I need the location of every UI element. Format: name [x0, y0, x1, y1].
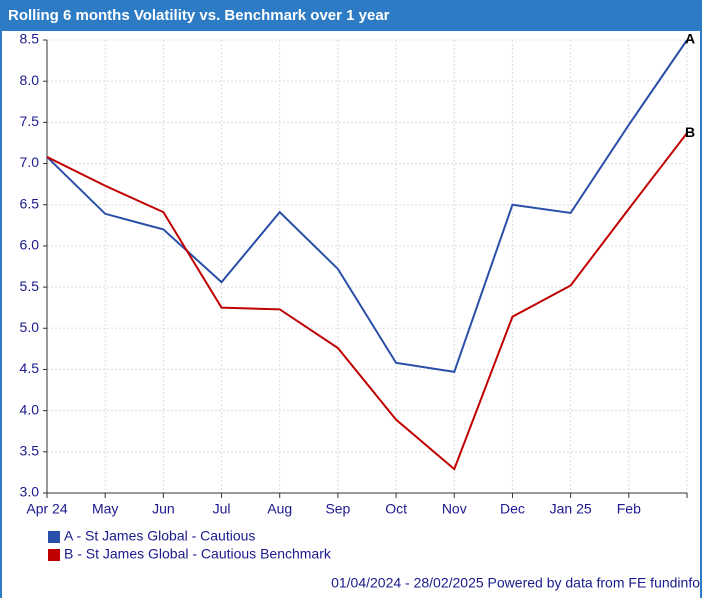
series-end-label: B: [685, 124, 695, 140]
x-tick-label: Feb: [617, 501, 641, 517]
series-line: [46, 132, 688, 471]
y-tick-label: 6.0: [20, 237, 40, 253]
y-tick-label: 8.0: [20, 72, 40, 88]
x-tick-label: Jun: [152, 501, 175, 517]
series-line: [46, 39, 688, 374]
legend-label: B - St James Global - Cautious Benchmark: [64, 546, 332, 562]
legend-label: A - St James Global - Cautious: [64, 528, 255, 544]
y-tick-label: 6.5: [20, 195, 40, 211]
y-tick-label: 4.5: [20, 360, 40, 376]
x-tick-label: Apr 24: [26, 501, 67, 517]
y-tick-label: 7.0: [20, 154, 40, 170]
y-tick-label: 7.5: [20, 113, 40, 129]
y-tick-label: 3.5: [20, 443, 40, 459]
y-tick-label: 5.0: [20, 319, 40, 335]
x-tick-label: Sep: [325, 501, 350, 517]
x-tick-label: Oct: [385, 501, 407, 517]
y-tick-label: 3.0: [20, 484, 40, 500]
x-tick-label: Nov: [442, 501, 467, 517]
legend-swatch: [48, 549, 60, 561]
legend-swatch: [48, 531, 60, 543]
x-tick-label: Aug: [267, 501, 292, 517]
series-end-label: A: [685, 31, 695, 47]
x-tick-label: Jul: [213, 501, 231, 517]
title-bar: [0, 0, 702, 31]
x-tick-label: Dec: [500, 501, 525, 517]
y-tick-label: 4.0: [20, 401, 40, 417]
chart-title: Rolling 6 months Volatility vs. Benchmar…: [8, 7, 390, 24]
x-tick-label: May: [92, 501, 118, 517]
y-tick-label: 5.5: [20, 278, 40, 294]
x-tick-label: Jan 25: [550, 501, 592, 517]
footer: 01/04/2024 - 28/02/2025 Powered by data …: [331, 575, 700, 591]
y-tick-label: 8.5: [20, 31, 40, 47]
